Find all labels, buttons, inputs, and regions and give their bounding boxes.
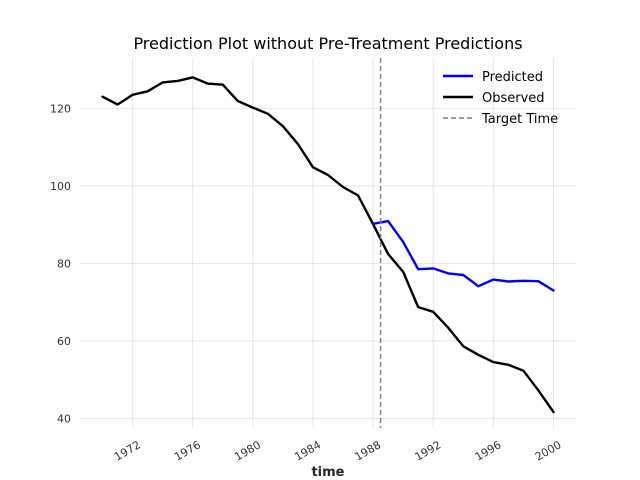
legend-target-label: Target Time: [481, 112, 558, 127]
x-tick-label: 1984: [292, 438, 323, 463]
y-tick-label: 120: [50, 102, 71, 115]
x-tick-label: 1988: [353, 438, 384, 463]
predicted-line: [371, 219, 555, 292]
x-tick-label: 1992: [413, 438, 444, 463]
x-axis-label: time: [311, 465, 344, 480]
legend: Predicted Observed Target Time: [443, 70, 558, 127]
observed-line: [101, 76, 555, 414]
x-tick-label: 1972: [112, 438, 143, 463]
legend-predicted-label: Predicted: [482, 70, 543, 85]
y-tick-label: 40: [57, 412, 71, 425]
y-tick-label: 80: [57, 257, 71, 270]
y-tick-labels: 40 60 80 100 120: [50, 102, 71, 425]
y-tick-label: 60: [57, 335, 71, 348]
x-tick-label: 1980: [232, 438, 263, 463]
series-lines: [101, 76, 555, 414]
x-tick-label: 1976: [172, 438, 203, 463]
x-tick-label: 2000: [533, 438, 564, 463]
y-tick-label: 100: [50, 180, 71, 193]
legend-observed-label: Observed: [482, 91, 545, 106]
chart-title: Prediction Plot without Pre-Treatment Pr…: [133, 34, 522, 53]
grid: [80, 58, 576, 428]
x-tick-label: 1996: [473, 438, 504, 463]
x-tick-labels: 1972 1976 1980 1984 1988 1992 1996 2000: [112, 438, 564, 463]
